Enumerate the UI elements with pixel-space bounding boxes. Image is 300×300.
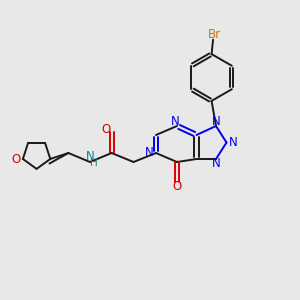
Text: N: N <box>212 115 220 128</box>
Text: O: O <box>102 122 111 136</box>
Text: N: N <box>85 150 94 163</box>
Text: H: H <box>90 158 98 168</box>
Text: N: N <box>212 157 220 170</box>
Text: N: N <box>229 136 238 149</box>
Text: N: N <box>145 146 154 160</box>
Text: N: N <box>171 115 180 128</box>
Text: O: O <box>12 153 21 166</box>
Text: Br: Br <box>207 28 220 41</box>
Text: O: O <box>172 180 182 194</box>
